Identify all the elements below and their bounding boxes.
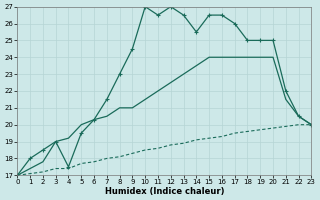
X-axis label: Humidex (Indice chaleur): Humidex (Indice chaleur) <box>105 187 224 196</box>
